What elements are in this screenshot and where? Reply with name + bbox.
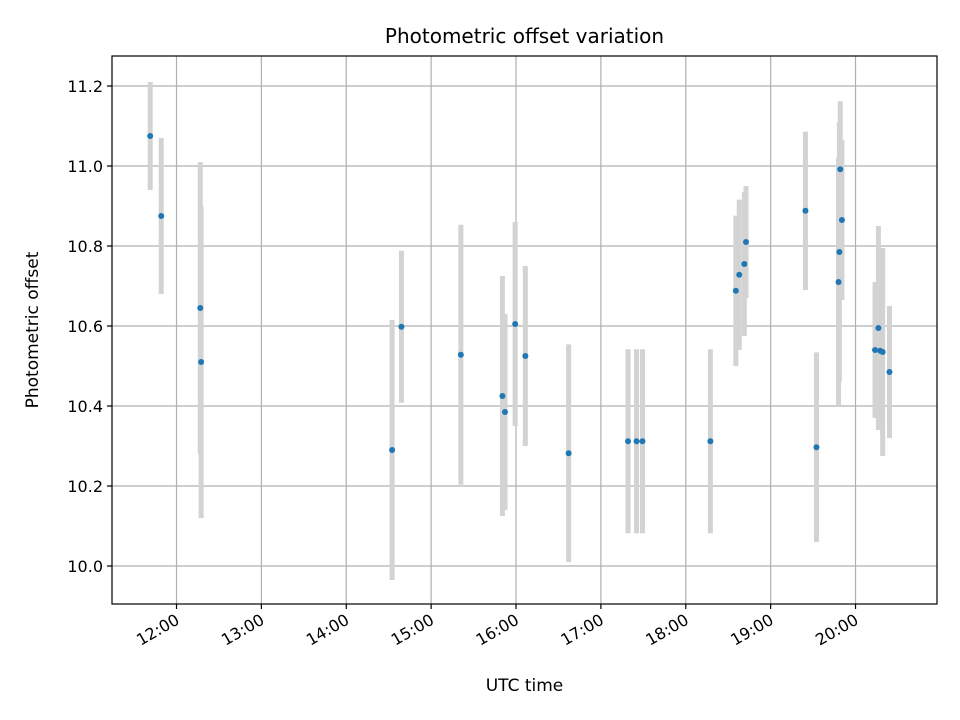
data-point [837,166,844,173]
y-tick-label: 11.2 [67,77,103,96]
x-tick-label: 17:00 [557,610,606,650]
data-point [741,261,748,267]
data-point [389,447,396,453]
data-point [835,279,842,285]
y-axis-ticks: 10.0 10.2 10.4 10.6 10.8 11.0 11.2 [67,77,112,576]
x-tick-label: 18:00 [642,610,691,650]
data-point [501,409,508,415]
data-point [147,133,154,139]
x-tick-label: 19:00 [727,610,776,650]
data-point [736,271,743,278]
data-point [813,444,820,451]
data-point [886,369,893,375]
data-point [398,323,405,330]
y-tick-label: 10.2 [67,477,103,496]
y-tick-label: 10.6 [67,317,103,336]
data-point [707,438,714,445]
data-point [836,249,843,255]
x-tick-label: 14:00 [303,610,352,650]
chart-title: Photometric offset variation [385,24,664,48]
data-point [198,359,205,365]
data-point [639,438,646,445]
data-point [872,347,879,353]
data-point [732,287,739,294]
data-point [522,353,529,359]
data-point [457,351,464,358]
data-point [499,393,506,399]
data-point [512,321,519,327]
y-axis-title: Photometric offset [23,251,43,408]
data-point [743,239,750,245]
x-tick-label: 15:00 [388,610,437,650]
data-points [147,133,893,457]
data-point [625,438,632,445]
data-point [565,450,572,457]
x-axis-ticks: 12:00 13:00 14:00 15:00 16:00 17:00 18:00 19:00… [133,604,862,650]
x-tick-label: 12:00 [133,610,182,650]
x-axis-title: UTC time [486,676,564,696]
y-tick-label: 10.8 [67,237,103,256]
data-point [879,349,886,355]
plot-frame [111,55,938,605]
data-point [802,207,809,214]
data-point [197,305,204,311]
y-tick-label: 11.0 [67,157,103,176]
x-tick-label: 16:00 [473,610,522,650]
y-tick-label: 10.4 [67,397,103,416]
y-tick-label: 10.0 [67,557,103,576]
data-point [875,325,882,331]
x-tick-label: 20:00 [812,610,861,650]
data-point [633,438,640,445]
data-point [838,217,845,223]
data-point [158,213,165,219]
x-tick-label: 13:00 [218,610,267,650]
